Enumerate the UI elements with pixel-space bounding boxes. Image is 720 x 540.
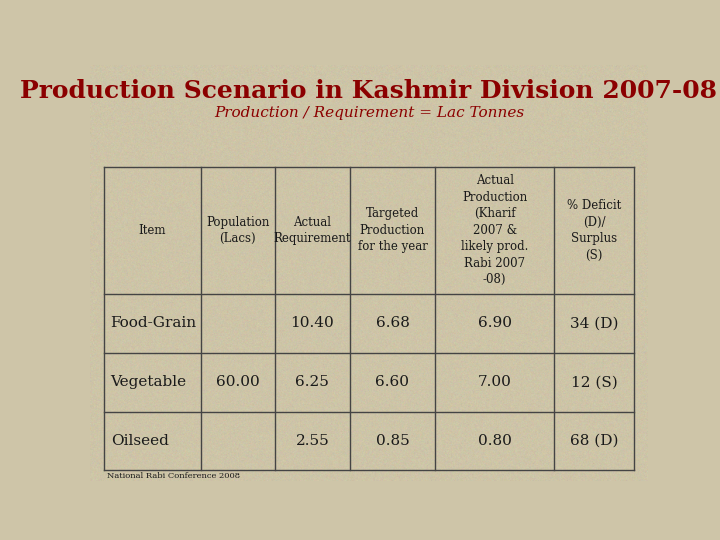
Text: Production / Requirement = Lac Tonnes: Production / Requirement = Lac Tonnes bbox=[214, 106, 524, 120]
Text: 12 (S): 12 (S) bbox=[571, 375, 617, 389]
Text: Actual
Production
(Kharif
2007 &
likely prod.
Rabi 2007
-08): Actual Production (Kharif 2007 & likely … bbox=[461, 174, 528, 286]
Text: Production Scenario in Kashmir Division 2007-08: Production Scenario in Kashmir Division … bbox=[20, 79, 718, 103]
Text: Actual
Requirement: Actual Requirement bbox=[274, 215, 351, 245]
Text: 2.55: 2.55 bbox=[295, 434, 329, 448]
Text: 60.00: 60.00 bbox=[216, 375, 260, 389]
Text: 68 (D): 68 (D) bbox=[570, 434, 618, 448]
Text: Targeted
Production
for the year: Targeted Production for the year bbox=[358, 207, 428, 253]
Text: 6.90: 6.90 bbox=[477, 316, 512, 330]
Text: National Rabi Conference 2008: National Rabi Conference 2008 bbox=[107, 472, 240, 480]
Text: 10.40: 10.40 bbox=[291, 316, 334, 330]
Text: Population
(Lacs): Population (Lacs) bbox=[206, 215, 269, 245]
Text: 7.00: 7.00 bbox=[477, 375, 512, 389]
Text: Vegetable: Vegetable bbox=[111, 375, 186, 389]
Text: Oilseed: Oilseed bbox=[111, 434, 168, 448]
Text: Food-Grain: Food-Grain bbox=[111, 316, 197, 330]
Text: 34 (D): 34 (D) bbox=[570, 316, 618, 330]
Text: 0.80: 0.80 bbox=[477, 434, 512, 448]
Text: 6.60: 6.60 bbox=[375, 375, 410, 389]
Text: Item: Item bbox=[138, 224, 166, 237]
Text: 0.85: 0.85 bbox=[376, 434, 410, 448]
Text: % Deficit
(D)/
Surplus
(S): % Deficit (D)/ Surplus (S) bbox=[567, 199, 621, 262]
Text: 6.25: 6.25 bbox=[295, 375, 329, 389]
Text: 6.68: 6.68 bbox=[376, 316, 410, 330]
